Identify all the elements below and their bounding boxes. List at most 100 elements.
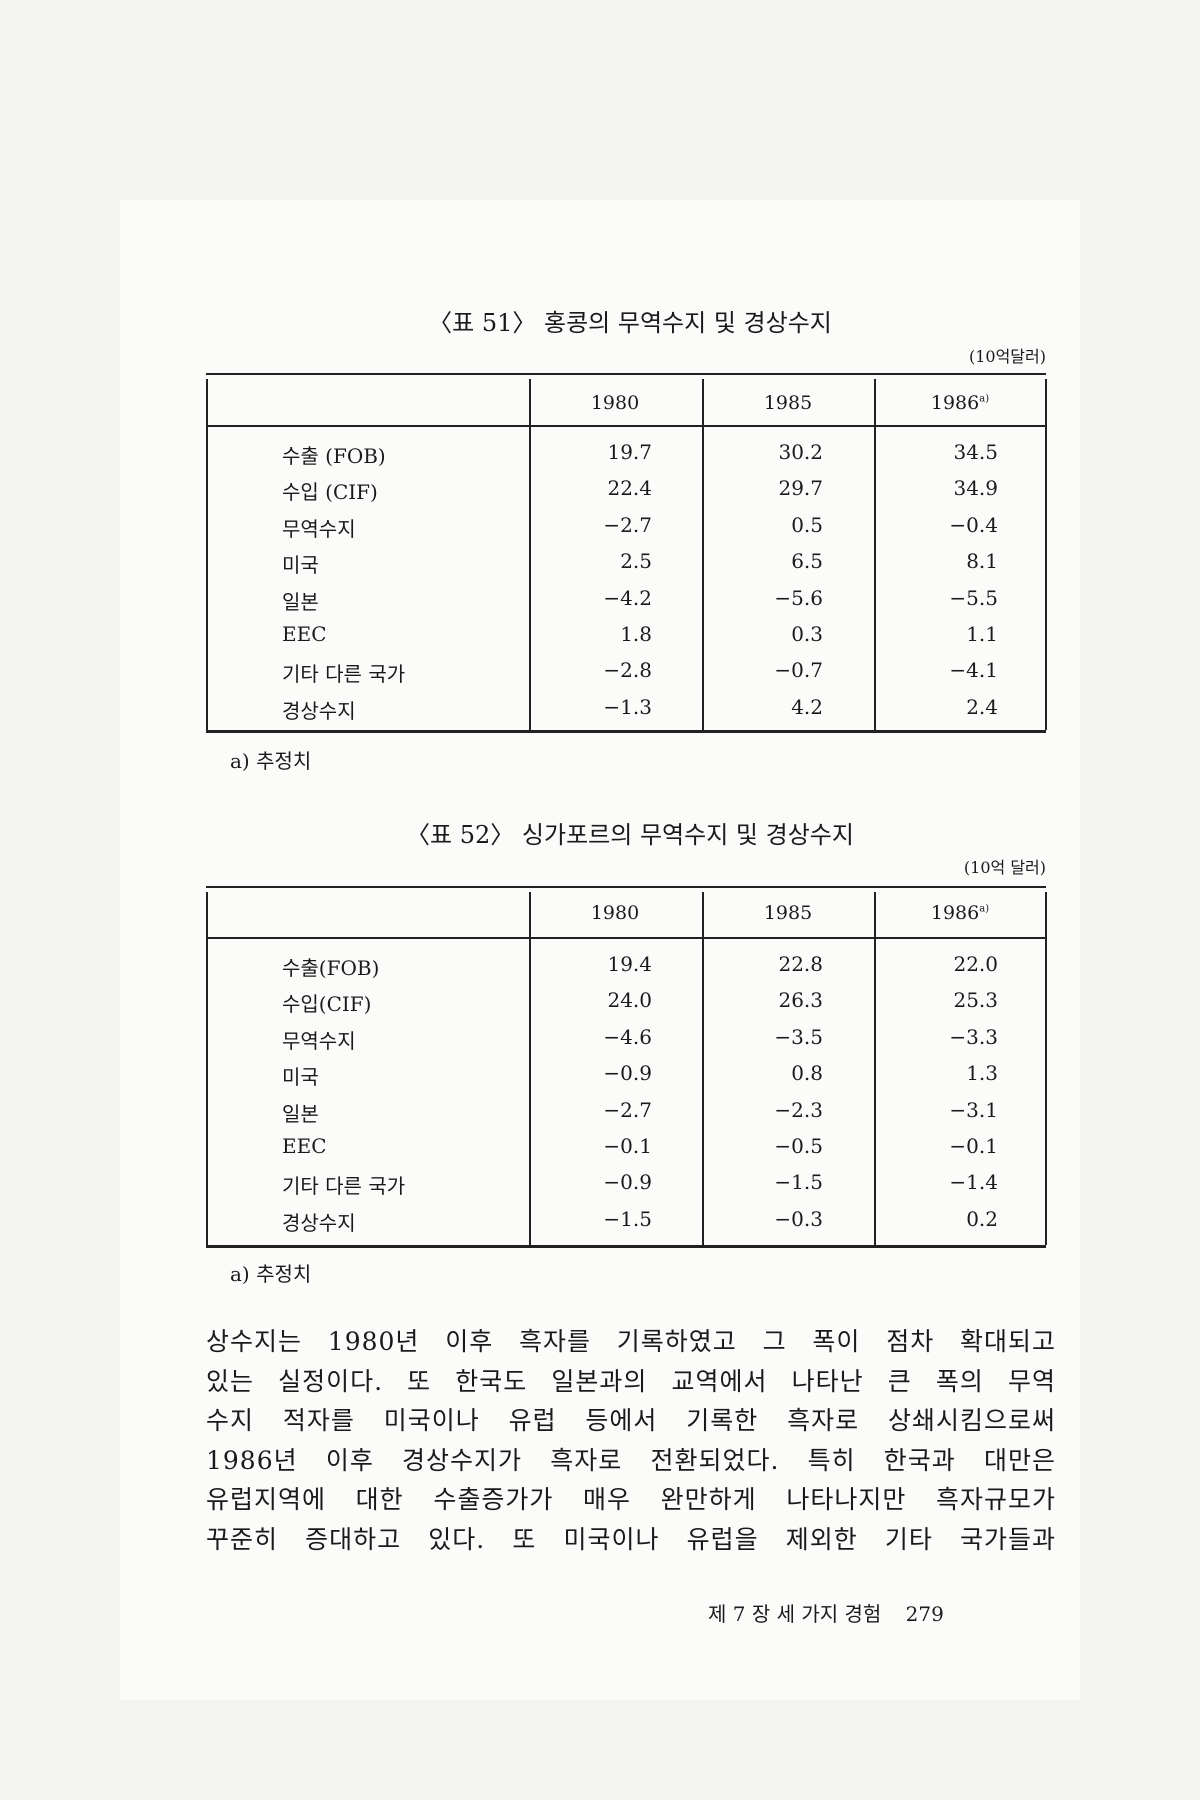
row-label: 일본 [282,589,319,614]
cell-value: −0.4 [949,512,998,537]
column-divider [529,892,531,1245]
table-row: 기타 다른 국가 −0.9 −1.5 −1.4 [206,1170,1046,1206]
row-label: EEC [282,1134,327,1158]
cell-value: 0.3 [791,622,823,646]
cell-value: −5.6 [774,585,823,610]
cell-value: −1.5 [774,1170,823,1195]
cell-value: 4.2 [791,694,823,719]
row-label: 일본 [282,1101,319,1126]
column-header: 1985 [763,902,813,924]
chapter-title: 제 7 장 세 가지 경험 [708,1602,882,1626]
column-header: 1986a) [930,392,990,414]
cell-value: 0.5 [791,512,823,537]
cell-value: −2.7 [603,512,652,537]
row-label: 미국 [282,1065,319,1090]
table-row: EEC 1.8 0.3 1.1 [206,622,1046,658]
cell-value: −5.5 [949,585,998,610]
cell-value: −4.6 [603,1024,652,1049]
cell-value: −0.1 [603,1134,652,1158]
header-rule [206,425,1046,427]
body-line: 꾸준히 증대하고 있다. 또 미국이나 유럽을 제외한 기타 국가들과 [206,1524,1056,1554]
column-header: 1980 [590,902,640,924]
cell-value: 6.5 [791,549,823,574]
table-unit: (10억달러) [968,347,1046,366]
table-row: 무역수지 −4.6 −3.5 −3.3 [206,1025,1046,1061]
table-footnote: a) 추정치 [230,1262,312,1286]
cell-value: 34.9 [953,476,998,501]
row-label: 경상수지 [282,698,356,723]
cell-value: 22.8 [778,952,823,976]
page [120,200,1080,1700]
table-row: 무역수지 −2.7 0.5 −0.4 [206,513,1046,549]
cell-value: 34.5 [953,440,998,464]
table-row: 일본 −4.2 −5.6 −5.5 [206,586,1046,622]
table-row: EEC −0.1 −0.5 −0.1 [206,1134,1046,1170]
table-unit: (10억 달러) [963,858,1046,877]
table-row: 수입(CIF) 24.0 26.3 25.3 [206,988,1046,1024]
body-line: 유럽지역에 대한 수출증가가 매우 완만하게 나타나지만 흑자규모가 [206,1485,1056,1515]
cell-value: 24.0 [607,988,652,1013]
table-row: 경상수지 −1.3 4.2 2.4 [206,695,1046,731]
table-footnote: a) 추정치 [230,749,312,773]
cell-value: −0.9 [603,1170,652,1195]
column-divider [702,892,704,1245]
page-footer: 제 7 장 세 가지 경험 279 [708,1598,944,1627]
cell-value: −0.7 [774,658,823,683]
cell-value: 0.8 [791,1061,823,1086]
cell-value: 19.4 [607,952,652,976]
header-rule [206,937,1046,939]
table-row: 일본 −2.7 −2.3 −3.1 [206,1098,1046,1134]
cell-value: 19.7 [607,440,652,464]
column-divider [1045,892,1047,1245]
cell-value: 30.2 [778,440,823,464]
cell-value: 22.0 [953,952,998,976]
table-row: 기타 다른 국가 −2.8 −0.7 −4.1 [206,658,1046,694]
body-line: 수지 적자를 미국이나 유럽 등에서 기록한 흑자로 상쇄시킴으로써 [206,1406,1056,1436]
row-label: 무역수지 [282,516,356,541]
cell-value: −0.1 [949,1134,998,1158]
column-note: a) [979,393,990,405]
body-line: 있는 실정이다. 또 한국도 일본과의 교역에서 나타난 큰 폭의 무역 [206,1366,1056,1396]
cell-value: 8.1 [966,549,998,574]
cell-value: 26.3 [778,988,823,1013]
body-line: 상수지는 1980년 이후 흑자를 기록하였고 그 폭이 점차 확대되고 [206,1327,1056,1356]
page-number: 279 [905,1602,944,1626]
cell-value: −2.8 [603,658,652,683]
row-label: 기타 다른 국가 [282,1174,406,1199]
cell-value: −3.5 [774,1024,823,1049]
cell-value: 25.3 [953,988,998,1013]
column-divider [529,379,531,730]
cell-value: 2.4 [966,694,998,719]
row-label: 경상수지 [282,1210,356,1235]
column-divider [206,379,208,730]
cell-value: −0.5 [774,1134,823,1158]
row-label: 수입 (CIF) [282,480,378,505]
table-row: 수입 (CIF) 22.4 29.7 34.9 [206,476,1046,512]
row-label: EEC [282,622,327,646]
cell-value: −3.1 [949,1097,998,1122]
row-label: 수출 (FOB) [282,444,386,468]
cell-value: −1.5 [603,1206,652,1231]
cell-value: −1.4 [949,1170,998,1195]
column-divider [206,892,208,1245]
row-label: 무역수지 [282,1028,356,1053]
cell-value: −2.7 [603,1097,652,1122]
top-rule [206,886,1046,888]
cell-value: 1.1 [966,622,998,646]
column-divider [1045,379,1047,730]
cell-value: −1.3 [603,694,652,719]
table-row: 수출(FOB) 19.4 22.8 22.0 [206,952,1046,988]
cell-value: −0.3 [774,1206,823,1231]
column-note: a) [979,903,990,915]
table-row: 경상수지 −1.5 −0.3 0.2 [206,1207,1046,1243]
cell-value: −4.1 [949,658,998,683]
bottom-rule [206,730,1046,733]
column-divider [874,379,876,730]
cell-value: −0.9 [603,1061,652,1086]
cell-value: 1.3 [966,1061,998,1086]
column-header: 1980 [590,392,640,414]
bottom-rule [206,1245,1046,1248]
cell-value: 0.2 [966,1206,998,1231]
row-label: 미국 [282,553,319,578]
